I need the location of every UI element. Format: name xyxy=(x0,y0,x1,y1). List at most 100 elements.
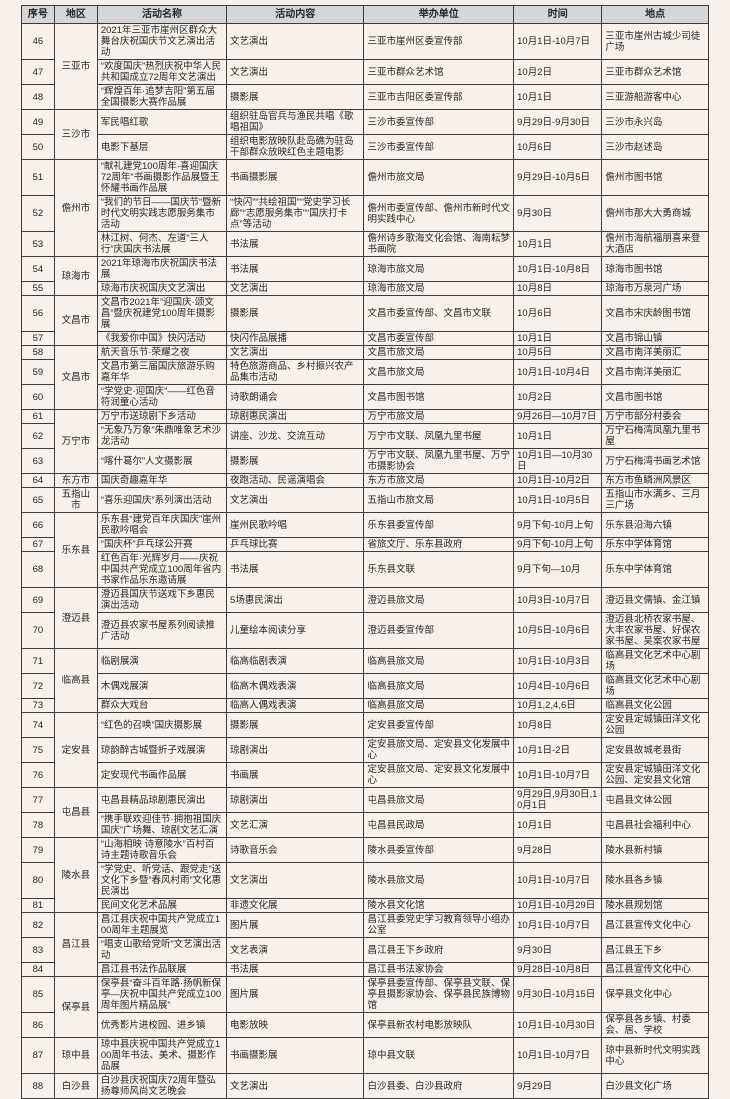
cell-place: 陵水县各乡镇 xyxy=(601,862,709,899)
cell-time: 10月1日 xyxy=(513,331,603,346)
cell-organizer: 澄迈县委宣传部 xyxy=(363,612,515,649)
table-row: 52 “我们的节日——国庆节”暨新时代文明实践志愿服务集市活动 “快闪”“共绘祖国”… xyxy=(21,195,709,232)
cell-serial-number: 46 xyxy=(21,23,55,60)
cell-serial-number: 59 xyxy=(21,359,55,385)
table-row: 86 优秀影片进校园、进乡镇 电影放映 保亭县新农村电影放映队 10月1日-10月30日… xyxy=(21,1012,709,1038)
cell-time: 10月1日-10月7日 xyxy=(513,1037,603,1074)
cell-serial-number: 52 xyxy=(21,195,55,232)
cell-place: 儋州市那大大勇商城 xyxy=(601,195,709,232)
cell-activity-name: 木偶戏展演 xyxy=(96,673,228,699)
cell-time: 10月2日 xyxy=(513,384,603,410)
cell-activity-name: 《我爱你中国》快闪活动 xyxy=(96,331,228,346)
cell-activity-name: 昌江县书法作品联展 xyxy=(96,962,228,977)
cell-place: 陵水县规划馆 xyxy=(601,898,709,913)
table-row: 85 保亭县 保亭县“奋斗百年路·扬帆新保亭—庆祝中国共产党成立100周年图片精品展… xyxy=(21,976,709,1038)
cell-serial-number: 86 xyxy=(21,1012,55,1038)
cell-serial-number: 85 xyxy=(21,976,55,1013)
cell-serial-number: 49 xyxy=(21,109,55,135)
cell-time: 9月26日—10月7日 xyxy=(513,409,603,424)
cell-place: 琼海市图书馆 xyxy=(601,256,709,282)
column-header: 序号 xyxy=(21,5,55,24)
table-row: 62 “无象乃万象”朱鼎唯象艺术沙龙活动 讲座、沙龙、交流互动 万宁市文联、凤凰九里书… xyxy=(21,423,709,449)
cell-activity-content: 文艺表演 xyxy=(226,937,365,963)
cell-organizer: 三沙市委宣传部 xyxy=(363,109,515,135)
cell-time: 10月1日-10月8日 xyxy=(513,256,603,282)
column-header: 举办单位 xyxy=(363,5,515,24)
cell-time: 10月1日—10月30日 xyxy=(513,448,603,474)
cell-place: 陵水县新村镇 xyxy=(601,837,709,863)
cell-time: 10月1日-10月5日 xyxy=(513,487,603,513)
table-row: 77 屯昌县 屯昌县精品琼剧惠民演出 琼剧演出 屯昌县旅文局 9月29日,9月30日,10… xyxy=(21,787,709,838)
cell-activity-content: 崖州民歌吟唱 xyxy=(226,512,365,538)
cell-activity-content: 摄影展 xyxy=(226,295,365,332)
column-header: 地点 xyxy=(601,5,709,24)
cell-place: 定安县定城镇田洋文化公园、定安县文化馆 xyxy=(601,762,709,788)
cell-activity-content: 文艺演出 xyxy=(226,281,365,296)
cell-serial-number: 54 xyxy=(21,256,55,282)
cell-serial-number: 47 xyxy=(21,59,55,85)
cell-place: 琼海市万泉河广场 xyxy=(601,281,709,296)
cell-activity-name: 文昌市第三届国庆旅游乐购嘉年华 xyxy=(96,359,228,385)
cell-serial-number: 57 xyxy=(21,331,55,346)
cell-organizer: 万宁市旅文局 xyxy=(363,409,515,424)
cell-place: 澄迈县文儒镇、金江镇 xyxy=(601,587,709,613)
cell-serial-number: 88 xyxy=(21,1073,55,1099)
table-row: 74 定安县 “红色的召唤”国庆摄影展 摄影展 定安县委宣传部 10月8日 定安县定城镇田洋… xyxy=(21,712,709,788)
cell-place: 临高县文化公园 xyxy=(601,698,709,713)
cell-region: 文昌市 xyxy=(53,295,98,346)
table-row: 83 “唱支山歌给党听”文艺演出活动 文艺表演 昌江县王下乡政府 9月30日 昌江县王下乡 xyxy=(21,937,709,963)
cell-place: 乐东中学体育馆 xyxy=(601,537,709,552)
cell-organizer: 昌江县委党史学习教育领导小组办公室 xyxy=(363,912,515,938)
cell-organizer: 文昌市旅文局 xyxy=(363,359,515,385)
cell-activity-content: 儿童绘本阅读分享 xyxy=(226,612,365,649)
cell-region: 琼海市 xyxy=(53,256,98,296)
cell-place: 临高县文化艺术中心剧场 xyxy=(601,648,709,674)
cell-organizer: 陵水县文化馆 xyxy=(363,898,515,913)
cell-activity-name: “喀什葛尔”人文摄影展 xyxy=(96,448,228,474)
cell-organizer: 五指山市旅文局 xyxy=(363,487,515,513)
cell-region: 澄迈县 xyxy=(53,587,98,649)
cell-time: 10月1日-10月7日 xyxy=(513,912,603,938)
table-row: 88 白沙县 白沙县庆祝国庆72周年暨弘扬尊师风尚文艺晚会 文艺演出 白沙县委、白沙县政… xyxy=(21,1073,709,1099)
cell-region: 保亭县 xyxy=(53,976,98,1038)
cell-organizer: 三沙市委宣传部 xyxy=(363,134,515,160)
cell-serial-number: 66 xyxy=(21,512,55,538)
table-row: 87 琼中县 琼中县庆祝中国共产党成立100周年书法、美术、摄影作品展 书画摄影展 琼中… xyxy=(21,1037,709,1074)
cell-organizer: 三亚市崖州区委宣传部 xyxy=(363,23,515,60)
table-row: 73 群众大戏台 临高人偶戏表演 临高县旅文局 10月1,2,4,6日 临高县文化公园 xyxy=(21,698,709,713)
cell-activity-name: 群众大戏台 xyxy=(96,698,228,713)
cell-place: 万宁石梅湾凤凰九里书屋 xyxy=(601,423,709,449)
cell-time: 10月3日-10月7日 xyxy=(513,587,603,613)
cell-activity-name: 乐东县“建党百年庆国庆”崖州民歌吟唱会 xyxy=(96,512,228,538)
table-row: 82 昌江县 昌江县庆祝中国共产党成立100周年主题展览 图片展 昌江县委党史学习教育领… xyxy=(21,912,709,977)
cell-place: 定安县故城老县街 xyxy=(601,737,709,763)
cell-serial-number: 82 xyxy=(21,912,55,938)
table-row: 68 红色百年·光辉岁月——庆祝中国共产党成立100周年省内书家作品乐东邀请展 书法… xyxy=(21,551,709,588)
cell-place: 儋州市图书馆 xyxy=(601,159,709,196)
cell-activity-name: 定安现代书画作品展 xyxy=(96,762,228,788)
cell-activity-content: 书画摄影展 xyxy=(226,1037,365,1074)
cell-activity-name: 临剧展演 xyxy=(96,648,228,674)
cell-activity-content: 临高临剧表演 xyxy=(226,648,365,674)
cell-place: 乐东县沿海六镇 xyxy=(601,512,709,538)
cell-place: 三沙市赵述岛 xyxy=(601,134,709,160)
cell-serial-number: 87 xyxy=(21,1037,55,1074)
cell-activity-content: 文艺演出 xyxy=(226,862,365,899)
cell-time: 10月1日-10月7日 xyxy=(513,762,603,788)
cell-time: 9月30日 xyxy=(513,195,603,232)
cell-organizer: 琼中县文联 xyxy=(363,1037,515,1074)
cell-activity-content: 书画展 xyxy=(226,762,365,788)
cell-place: 保亭县各乡镇、村委会、居、学校 xyxy=(601,1012,709,1038)
cell-region: 儋州市 xyxy=(53,159,98,257)
cell-organizer: 三亚市吉阳区委宣传部 xyxy=(363,84,515,110)
cell-place: 三亚市崖州古城少司徒广场 xyxy=(601,23,709,60)
cell-activity-name: 澄迈县国庆节送戏下乡惠民演出活动 xyxy=(96,587,228,613)
cell-activity-name: “喜乐迎国庆”系列演出活动 xyxy=(96,487,228,513)
cell-time: 9月29日-10月5日 xyxy=(513,159,603,196)
cell-organizer: 定安县委宣传部 xyxy=(363,712,515,738)
cell-organizer: 万宁市文联、凤凰九里书屋 xyxy=(363,423,515,449)
cell-region: 琼中县 xyxy=(53,1037,98,1074)
cell-serial-number: 51 xyxy=(21,159,55,196)
cell-activity-name: “红色的召唤”国庆摄影展 xyxy=(96,712,228,738)
cell-organizer: 琼海市旅文局 xyxy=(363,256,515,282)
